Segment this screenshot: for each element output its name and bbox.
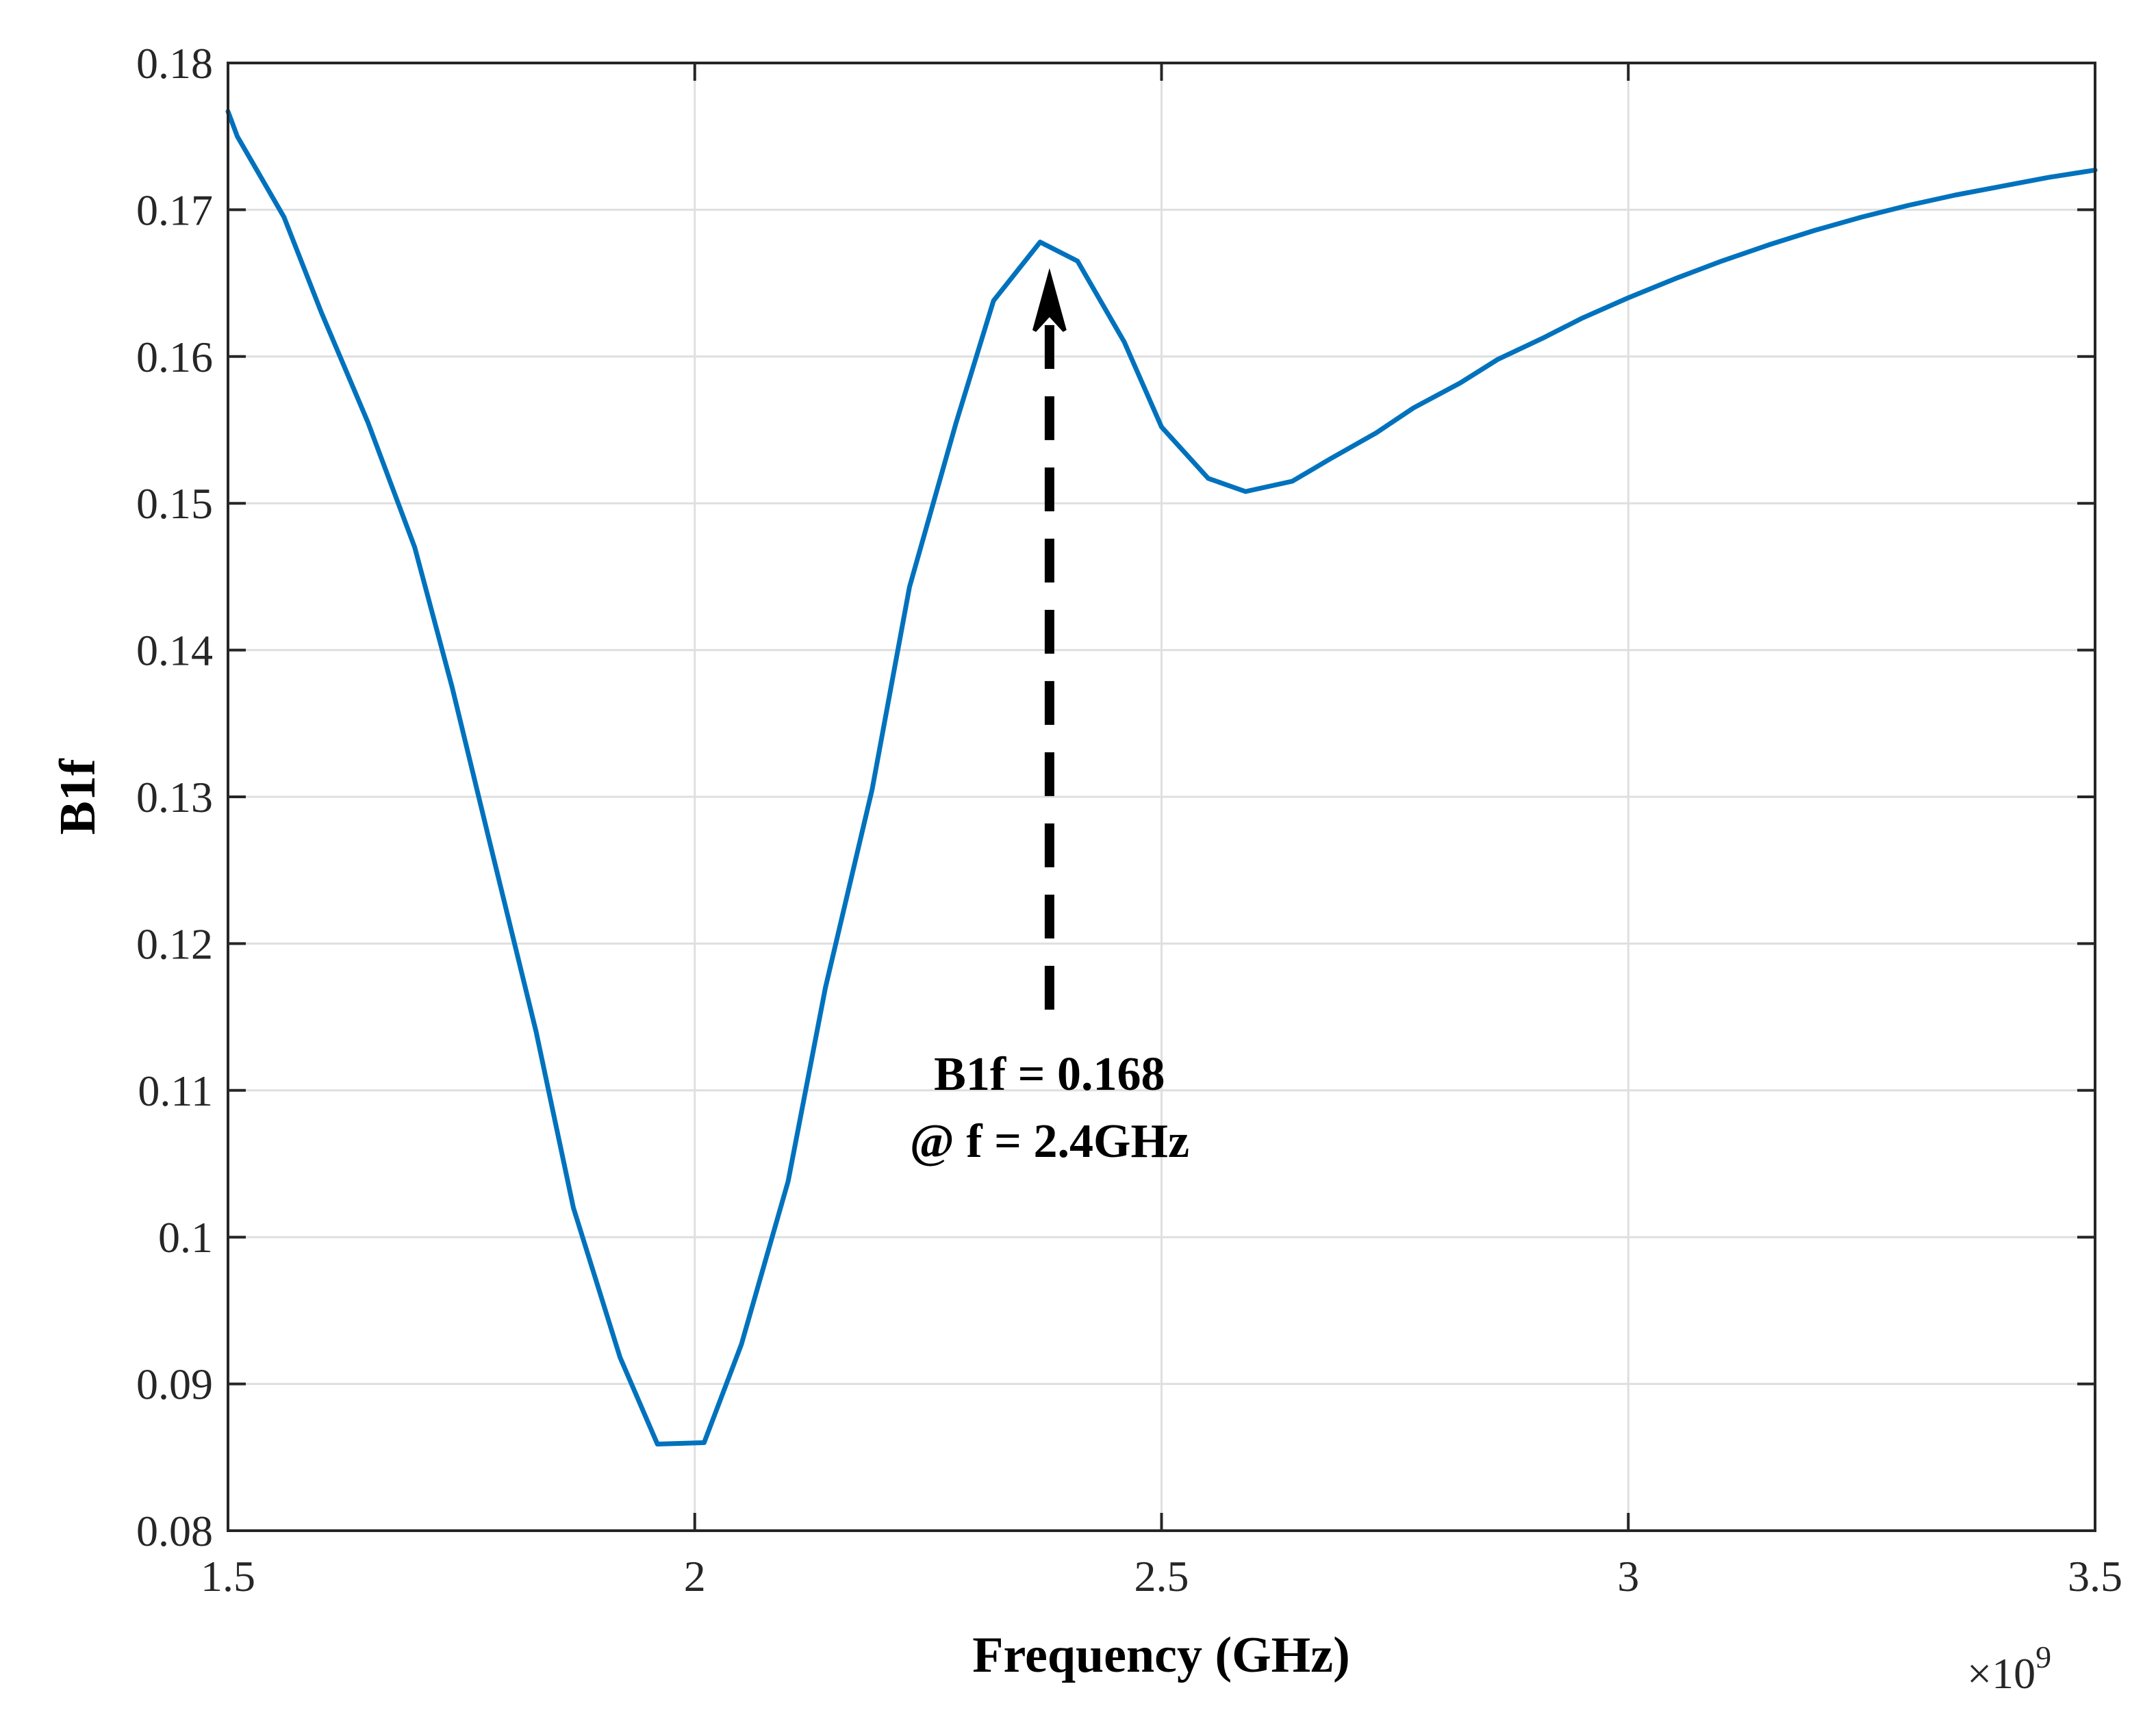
x-exponent-base: ×10 (1967, 1649, 2035, 1698)
x-tick-label: 2 (684, 1552, 706, 1601)
x-tick-label: 1.5 (201, 1552, 255, 1601)
x-tick-labels: 1.5 2 2.5 3 3.5 (201, 1552, 2122, 1601)
x-exponent-label: ×109 (1967, 1640, 2051, 1698)
x-tick-label: 3.5 (2068, 1552, 2122, 1601)
peak-annotation: B1f = 0.168 @ f = 2.4GHz (910, 268, 1189, 1168)
annotation-text-line: @ f = 2.4GHz (910, 1115, 1189, 1168)
grid-lines (228, 63, 2095, 1531)
y-tick-label: 0.14 (136, 626, 213, 675)
y-tick-label: 0.1 (158, 1213, 213, 1262)
y-tick-label: 0.12 (136, 919, 213, 968)
y-tick-label: 0.18 (136, 39, 213, 88)
y-axis-title: B1f (50, 758, 106, 834)
series-line (225, 109, 2098, 1446)
x-axis-title: Frequency (GHz) (972, 1627, 1349, 1683)
y-tick-label: 0.13 (136, 773, 213, 821)
x-tick-label: 3 (1617, 1552, 1639, 1601)
annotation-arrow-head (1032, 268, 1067, 332)
annotation-text-line: B1f = 0.168 (934, 1048, 1165, 1101)
y-tick-label: 0.16 (136, 333, 213, 381)
x-exponent-power: 9 (2035, 1640, 2051, 1674)
tick-marks (227, 62, 2096, 1532)
y-tick-label: 0.15 (136, 479, 213, 528)
y-tick-label: 0.08 (136, 1507, 213, 1555)
x-tick-label: 2.5 (1134, 1552, 1189, 1601)
series-group (225, 109, 2098, 1446)
y-tick-label: 0.09 (136, 1360, 213, 1409)
y-tick-label: 0.17 (136, 186, 213, 234)
y-tick-label: 0.11 (138, 1067, 213, 1115)
y-tick-labels: 0.08 0.09 0.1 0.11 0.12 0.13 0.14 0.15 0.16 0.17 0… (136, 39, 213, 1555)
